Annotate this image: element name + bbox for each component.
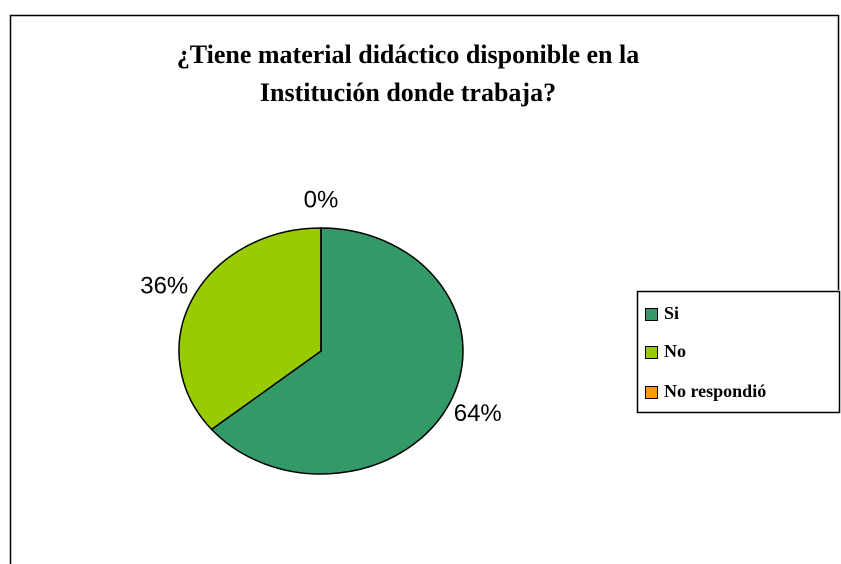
data-label: 36% <box>140 272 188 299</box>
chart-frame <box>9 14 840 564</box>
pie-slice <box>210 227 464 475</box>
legend-swatch <box>645 308 658 321</box>
pie-slice <box>178 227 322 431</box>
data-label: 64% <box>454 400 502 427</box>
chart-title: Institución donde trabaja? <box>260 78 556 107</box>
legend-swatch <box>645 386 658 399</box>
chart-title: ¿Tiene material didáctico disponible en … <box>177 40 639 69</box>
legend-label: Si <box>664 303 679 323</box>
data-label: 0% <box>304 186 339 213</box>
legend-swatch <box>645 346 658 359</box>
legend-label: No <box>664 341 686 361</box>
legend-box <box>636 290 841 414</box>
legend-label: No respondió <box>664 381 766 401</box>
